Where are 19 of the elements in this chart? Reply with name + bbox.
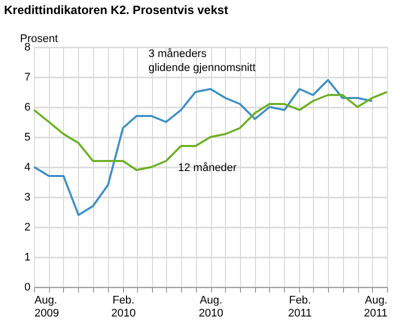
y-tick-label: 0	[24, 282, 30, 294]
x-tick-label: Aug. 2009	[34, 294, 59, 320]
y-tick-label: 3	[24, 192, 30, 204]
x-tick-label: Feb. 2010	[111, 294, 136, 320]
x-tick-label: Aug. 2010	[198, 294, 224, 320]
y-tick-label: 7	[24, 72, 30, 84]
y-tick-label: 8	[24, 42, 30, 54]
y-tick-label: 2	[24, 222, 30, 234]
x-tick-label: Feb. 2011	[288, 294, 312, 320]
y-tick-label: 1	[24, 252, 30, 264]
chart-title: Kredittindikatoren K2. Prosentvis vekst	[4, 3, 228, 17]
y-tick-label: 4	[24, 162, 30, 174]
series-label: 12 måneder	[178, 162, 238, 174]
text: 3 måneders glidende gjennomsnitt	[148, 48, 256, 74]
x-tick-label: Aug. 2011	[364, 294, 388, 320]
line-series	[33, 79, 374, 216]
line-series	[33, 91, 388, 171]
y-tick-label: 5	[24, 132, 30, 144]
y-tick-label: 6	[24, 102, 30, 114]
